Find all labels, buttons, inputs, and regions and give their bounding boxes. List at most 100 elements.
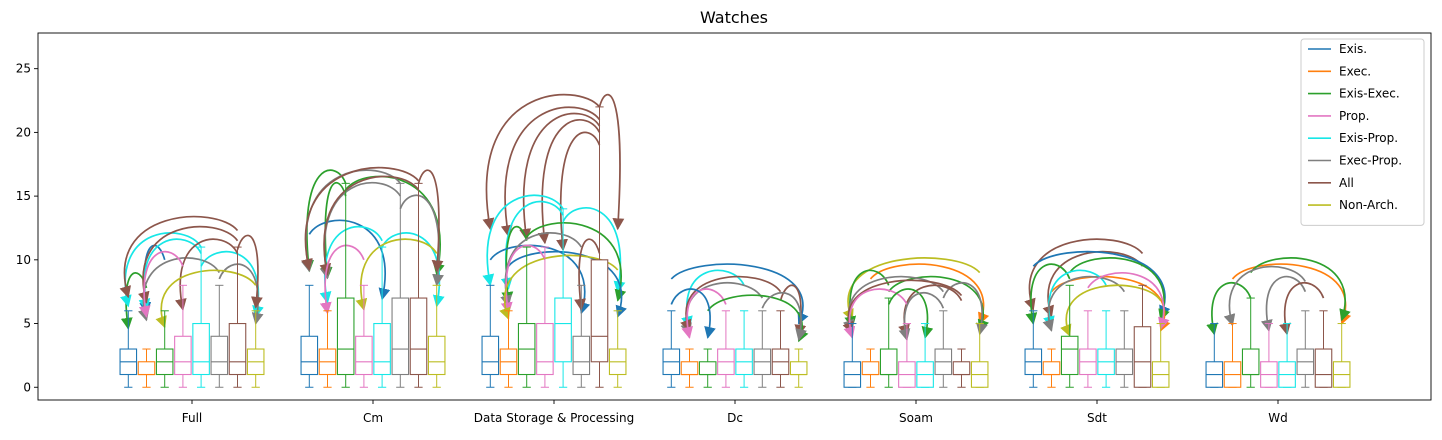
box-iqr xyxy=(590,259,609,363)
box-prop--4 xyxy=(898,323,916,388)
box-iqr xyxy=(952,361,971,376)
box-prop--0 xyxy=(174,284,192,388)
box-exec--6 xyxy=(1223,323,1242,388)
chart-title: Watches xyxy=(700,8,768,27)
significance-arc xyxy=(869,263,990,325)
significance-arc xyxy=(482,93,601,231)
legend-entry: Exis-Exec. xyxy=(1308,87,1400,101)
box-all-2 xyxy=(590,106,609,388)
significance-arc xyxy=(519,112,601,241)
significance-arc xyxy=(842,257,981,322)
box-exis-exec--3 xyxy=(698,348,717,388)
significance-arc xyxy=(345,175,445,276)
significance-arc xyxy=(526,222,627,302)
x-tick-label: Data Storage & Processing xyxy=(474,411,634,425)
box-iqr xyxy=(680,361,699,376)
box-iqr xyxy=(536,322,554,376)
significance-arc xyxy=(1223,265,1307,327)
box-iqr xyxy=(427,335,446,376)
box-iqr xyxy=(137,361,156,376)
box-non-arch--0 xyxy=(246,310,265,388)
box-exec-prop--0 xyxy=(210,284,229,388)
box-exis-prop--3 xyxy=(735,310,753,388)
significance-arc xyxy=(1060,284,1162,337)
legend-label: Non-Arch. xyxy=(1339,198,1398,212)
significance-arc xyxy=(761,292,807,341)
box-exec-prop--5 xyxy=(1115,310,1134,388)
box-iqr xyxy=(1241,348,1260,376)
box-exis--2 xyxy=(481,284,500,388)
significance-arc xyxy=(138,250,184,318)
significance-arc xyxy=(482,194,564,287)
significance-arc xyxy=(1279,282,1325,336)
box-iqr xyxy=(373,322,391,376)
box-prop--5 xyxy=(1079,310,1097,388)
box-exis-prop--2 xyxy=(554,208,572,388)
box-exis--6 xyxy=(1205,323,1224,388)
box-iqr xyxy=(355,335,373,376)
box-exis-prop--0 xyxy=(192,246,210,388)
box-exec--3 xyxy=(680,348,699,388)
box-iqr xyxy=(174,335,192,376)
box-prop--6 xyxy=(1260,323,1278,388)
significance-arc xyxy=(155,269,257,329)
box-non-arch--3 xyxy=(789,348,808,388)
box-iqr xyxy=(698,361,717,376)
significance-arc xyxy=(399,194,444,287)
box-non-arch--1 xyxy=(427,284,446,388)
y-tick-label: 0 xyxy=(23,380,31,394)
significance-arc xyxy=(236,234,263,309)
legend-entry: Non-Arch. xyxy=(1308,198,1398,212)
significance-arc xyxy=(1250,257,1351,322)
significance-arc xyxy=(537,119,601,245)
box-exec--4 xyxy=(861,348,880,388)
plot-frame xyxy=(37,32,1432,401)
significance-arc xyxy=(1087,272,1170,330)
box-iqr xyxy=(1133,326,1152,388)
legend-label: Exis. xyxy=(1339,42,1367,56)
box-exis-exec--5 xyxy=(1060,284,1079,388)
box-exis--5 xyxy=(1024,310,1043,388)
box-iqr xyxy=(409,297,428,376)
x-tick-label: Sdt xyxy=(1087,411,1107,425)
legend-entry: Exis-Prop. xyxy=(1308,131,1398,145)
box-non-arch--2 xyxy=(608,310,627,388)
box-iqr xyxy=(1314,348,1333,388)
significance-arc xyxy=(308,219,391,301)
significance-arc xyxy=(1042,275,1126,332)
box-iqr xyxy=(300,335,319,376)
significance-arc xyxy=(574,238,601,311)
box-non-arch--4 xyxy=(970,323,989,388)
box-iqr xyxy=(336,297,355,376)
box-non-arch--5 xyxy=(1151,323,1170,388)
box-iqr xyxy=(228,322,247,376)
box-all-1 xyxy=(409,182,428,388)
box-iqr xyxy=(572,335,591,376)
box-exec--0 xyxy=(137,348,156,388)
box-exis-prop--5 xyxy=(1097,310,1115,388)
box-all-4 xyxy=(952,348,971,388)
box-iqr xyxy=(879,348,898,376)
box-exec--1 xyxy=(318,310,337,388)
box-plots xyxy=(119,106,1351,388)
box-exec-prop--6 xyxy=(1296,310,1315,388)
box-exis-prop--4 xyxy=(916,323,934,388)
significance-arc xyxy=(680,275,782,332)
box-exis-exec--0 xyxy=(155,310,174,388)
box-exis--1 xyxy=(300,284,319,388)
y-tick-label: 5 xyxy=(23,317,31,331)
x-tick-label: Soam xyxy=(899,411,933,425)
y-tick-label: 20 xyxy=(16,125,31,139)
y-tick-label: 15 xyxy=(16,189,31,203)
box-iqr xyxy=(554,297,572,363)
legend-label: Exis-Prop. xyxy=(1339,131,1398,145)
box-exis-prop--1 xyxy=(373,246,391,388)
significance-arc xyxy=(1024,238,1144,311)
legend-entry: All xyxy=(1308,176,1354,190)
significance-arc xyxy=(670,288,716,339)
box-non-arch--6 xyxy=(1332,323,1351,388)
box-iqr xyxy=(1060,335,1079,376)
significance-arc xyxy=(1260,275,1307,332)
